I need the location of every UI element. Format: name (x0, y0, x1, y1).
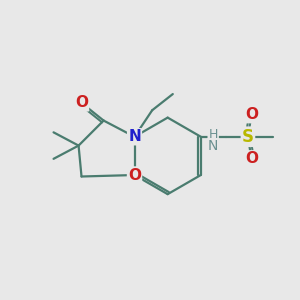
Text: N: N (128, 129, 141, 144)
Text: O: O (75, 95, 88, 110)
Text: H: H (208, 128, 218, 141)
Text: O: O (128, 167, 141, 182)
Text: S: S (242, 128, 254, 146)
Text: O: O (245, 107, 258, 122)
Text: O: O (245, 151, 258, 166)
Text: N: N (208, 139, 218, 153)
